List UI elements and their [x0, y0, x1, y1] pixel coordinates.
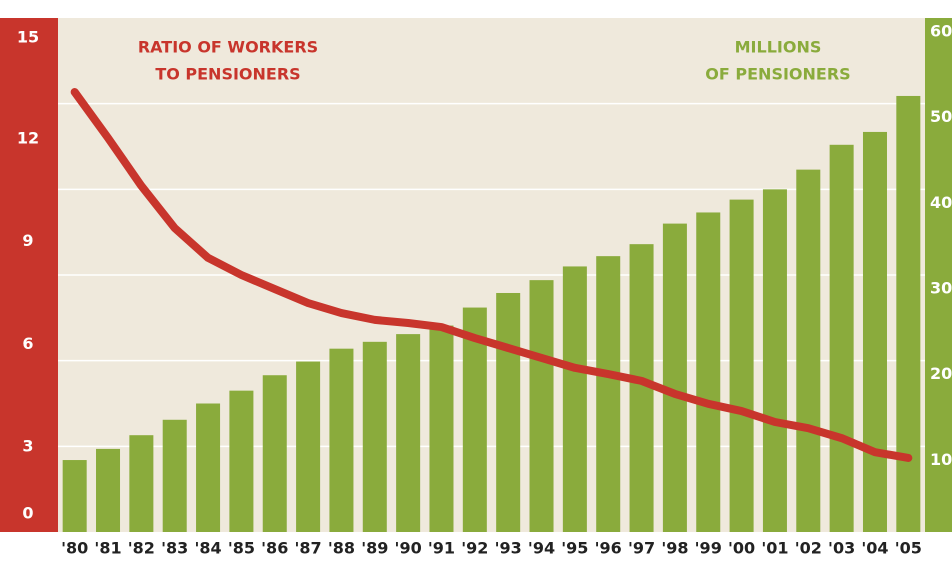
bar [896, 95, 921, 532]
x-tick-label: '89 [361, 539, 388, 558]
x-tick-label: '05 [895, 539, 922, 558]
bar [829, 144, 854, 532]
y2-tick-label: 10 [930, 450, 952, 469]
left-title: RATIO OF WORKERS [138, 38, 318, 57]
right-axis-band [925, 18, 952, 532]
y-tick-label: 9 [22, 231, 33, 250]
bar [262, 375, 287, 532]
bar [62, 460, 87, 532]
bar [696, 212, 721, 533]
x-tick-label: '83 [161, 539, 188, 558]
bar [796, 169, 821, 532]
bar [96, 448, 121, 532]
bar [596, 256, 621, 532]
x-tick-label: '87 [295, 539, 322, 558]
bar [562, 266, 587, 532]
x-tick-label: '86 [261, 539, 288, 558]
right-title: MILLIONS [735, 38, 822, 57]
y-tick-label: 6 [22, 334, 33, 353]
y2-tick-label: 30 [930, 279, 952, 298]
left-title: TO PENSIONERS [155, 65, 300, 84]
bar [496, 292, 521, 532]
x-tick-label: '99 [695, 539, 722, 558]
line [70, 88, 913, 462]
x-tick-label: '04 [861, 539, 888, 558]
y2-tick-label: 50 [930, 107, 952, 126]
bar [329, 348, 354, 532]
bar [762, 189, 787, 533]
x-tick-label: '85 [228, 539, 255, 558]
x-tick-label: '93 [495, 539, 522, 558]
x-tick-label: '00 [728, 539, 755, 558]
x-tick-label: '81 [94, 539, 121, 558]
y2-tick-label: 60 [930, 22, 952, 41]
left-axis-band [0, 18, 58, 532]
y2-tick-label: 0 [930, 536, 941, 555]
bar [396, 334, 421, 532]
x-tick-label: '03 [828, 539, 855, 558]
y-tick-label: 15 [17, 28, 39, 47]
x-tick-label: '97 [628, 539, 655, 558]
bar [462, 307, 487, 532]
y2-tick-label: 20 [930, 364, 952, 383]
right-title: OF PENSIONERS [705, 65, 850, 84]
x-tick-label: '98 [661, 539, 688, 558]
bar [862, 131, 887, 533]
bar [362, 341, 387, 532]
bar [429, 325, 454, 532]
x-tick-label: '96 [595, 539, 622, 558]
bar [162, 419, 187, 532]
y-tick-label: 12 [17, 128, 39, 147]
x-tick-label: '95 [561, 539, 588, 558]
bar [196, 403, 221, 532]
bar [662, 223, 687, 532]
x-tick-label: '82 [128, 539, 155, 558]
x-tick-label: '80 [61, 539, 88, 558]
y-tick-label: 3 [22, 437, 33, 456]
x-tick-label: '02 [795, 539, 822, 558]
x-tick-label: '90 [395, 539, 422, 558]
bar [129, 435, 154, 532]
x-tick-label: '92 [461, 539, 488, 558]
bar [729, 199, 754, 532]
x-tick-label: '88 [328, 539, 355, 558]
x-tick-label: '84 [194, 539, 221, 558]
bar [296, 361, 321, 532]
x-tick-label: '01 [761, 539, 788, 558]
bar [229, 390, 254, 532]
y-tick-label: 0 [22, 504, 33, 523]
y2-tick-label: 40 [930, 193, 952, 212]
bar [529, 280, 554, 532]
x-tick-label: '94 [528, 539, 555, 558]
x-tick-label: '91 [428, 539, 455, 558]
